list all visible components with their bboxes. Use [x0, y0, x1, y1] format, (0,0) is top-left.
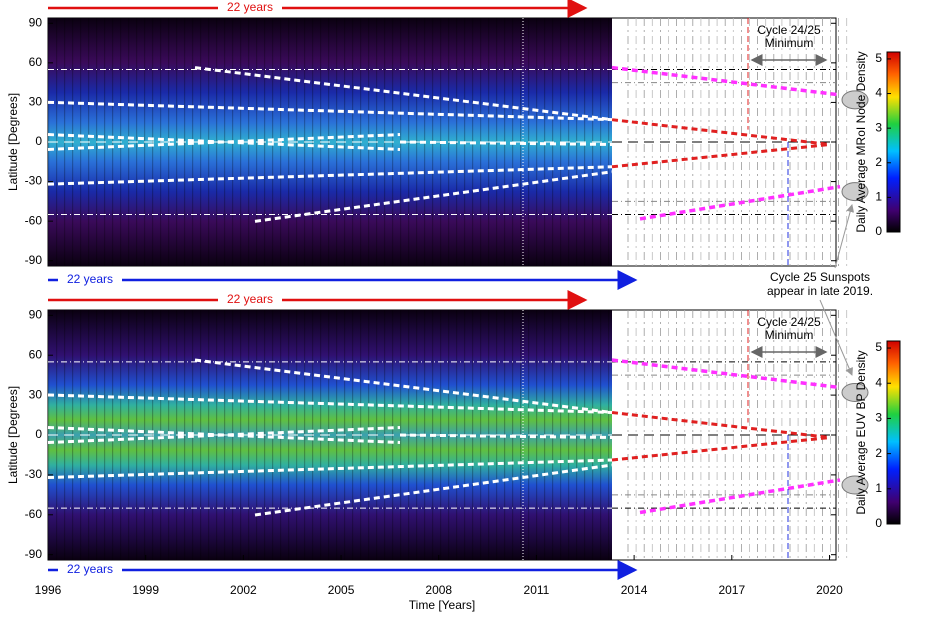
y-tick-label: 0 [35, 134, 42, 148]
colorbar-tick-label: 0 [875, 224, 882, 238]
trend-line [47, 133, 401, 151]
y-tick-label: 60 [29, 347, 43, 361]
trend-line [611, 436, 831, 462]
y-tick-label: 30 [29, 387, 43, 401]
annotation: Cycle 25 Sunspots [770, 270, 870, 284]
trend-line [611, 358, 841, 390]
minimum-label: Minimum [765, 328, 814, 342]
y-tick-label: 90 [29, 15, 43, 29]
trend-line [47, 133, 401, 151]
y-tick-label: 0 [35, 427, 42, 441]
span-label: 22 years [227, 0, 273, 14]
trend-line [47, 426, 401, 444]
colorbar-label: Daily Average MRoI Node Density [854, 51, 868, 232]
colorbar-tick-label: 5 [875, 51, 882, 65]
sunspot-region [841, 475, 869, 495]
colorbar-tick-label: 1 [875, 190, 882, 204]
colorbar-label: Daily Average EUV BP Density [854, 350, 868, 514]
y-tick-label: 90 [29, 307, 43, 321]
annotation-arrow [819, 299, 853, 376]
y-tick-label: 60 [29, 55, 43, 69]
colorbar-tick-label: 4 [875, 86, 882, 100]
minimum-label: Cycle 24/25 [757, 315, 821, 329]
colorbar-tick-label: 4 [875, 375, 882, 389]
y-tick-label: -60 [25, 507, 43, 521]
trend-line [47, 458, 613, 479]
x-tick-label: 2002 [230, 583, 257, 597]
trend-line [611, 118, 831, 146]
y-tick-label: -90 [25, 547, 43, 561]
colorbar [886, 340, 901, 525]
trend-line [47, 165, 613, 186]
colorbar-tick-label: 2 [875, 155, 882, 169]
colorbar-tick-label: 2 [875, 446, 882, 460]
colorbar-tick-label: 3 [875, 120, 882, 134]
minimum-label: Cycle 24/25 [757, 23, 821, 37]
sunspot-region [841, 90, 869, 110]
trend-line [611, 142, 831, 169]
trend-line [194, 358, 613, 414]
trend-line [254, 463, 613, 517]
annotation-arrow [834, 204, 855, 269]
trend-line [639, 184, 841, 221]
span-label-bg [218, 0, 282, 16]
span-label-bg [58, 272, 122, 288]
x-tick-label: 1999 [132, 583, 159, 597]
y-tick-label: -30 [25, 174, 43, 188]
x-axis-label: Time [Years] [409, 598, 475, 612]
span-label: 22 years [227, 292, 273, 306]
colorbar-tick-label: 0 [875, 516, 882, 530]
y-tick-label: 30 [29, 95, 43, 109]
x-tick-label: 2005 [328, 583, 355, 597]
trend-line [47, 100, 613, 122]
span-label-bg [58, 562, 122, 578]
span-label-bg [218, 292, 282, 308]
x-tick-label: 2014 [621, 583, 648, 597]
y-tick-label: -90 [25, 253, 43, 267]
x-tick-label: 1996 [35, 583, 62, 597]
trend-line [611, 65, 841, 97]
x-tick-label: 2008 [425, 583, 452, 597]
trend-line [47, 393, 613, 414]
trend-line [47, 426, 401, 444]
annotation: appear in late 2019. [767, 284, 873, 298]
minimum-label: Minimum [765, 36, 814, 50]
trend-line [639, 478, 841, 515]
trend-line [254, 170, 613, 223]
y-axis-label: Latitude [Degrees] [6, 93, 20, 191]
y-tick-label: -30 [25, 467, 43, 481]
trend-line [399, 433, 613, 439]
span-label: 22 years [67, 562, 113, 576]
trend-line [194, 66, 613, 122]
y-axis-label: Latitude [Degrees] [6, 386, 20, 484]
x-tick-label: 2020 [816, 583, 843, 597]
sunspot-region [841, 182, 869, 202]
colorbar-tick-label: 5 [875, 340, 882, 354]
y-tick-label: -60 [25, 213, 43, 227]
x-tick-label: 2011 [524, 583, 550, 597]
colorbar-tick-label: 1 [875, 481, 882, 495]
span-label: 22 years [67, 272, 113, 286]
sunspot-region [841, 383, 869, 402]
x-tick-label: 2017 [718, 583, 745, 597]
colorbar [886, 51, 901, 233]
trend-line [611, 411, 831, 439]
colorbar-tick-label: 3 [875, 411, 882, 425]
trend-line [399, 140, 613, 146]
